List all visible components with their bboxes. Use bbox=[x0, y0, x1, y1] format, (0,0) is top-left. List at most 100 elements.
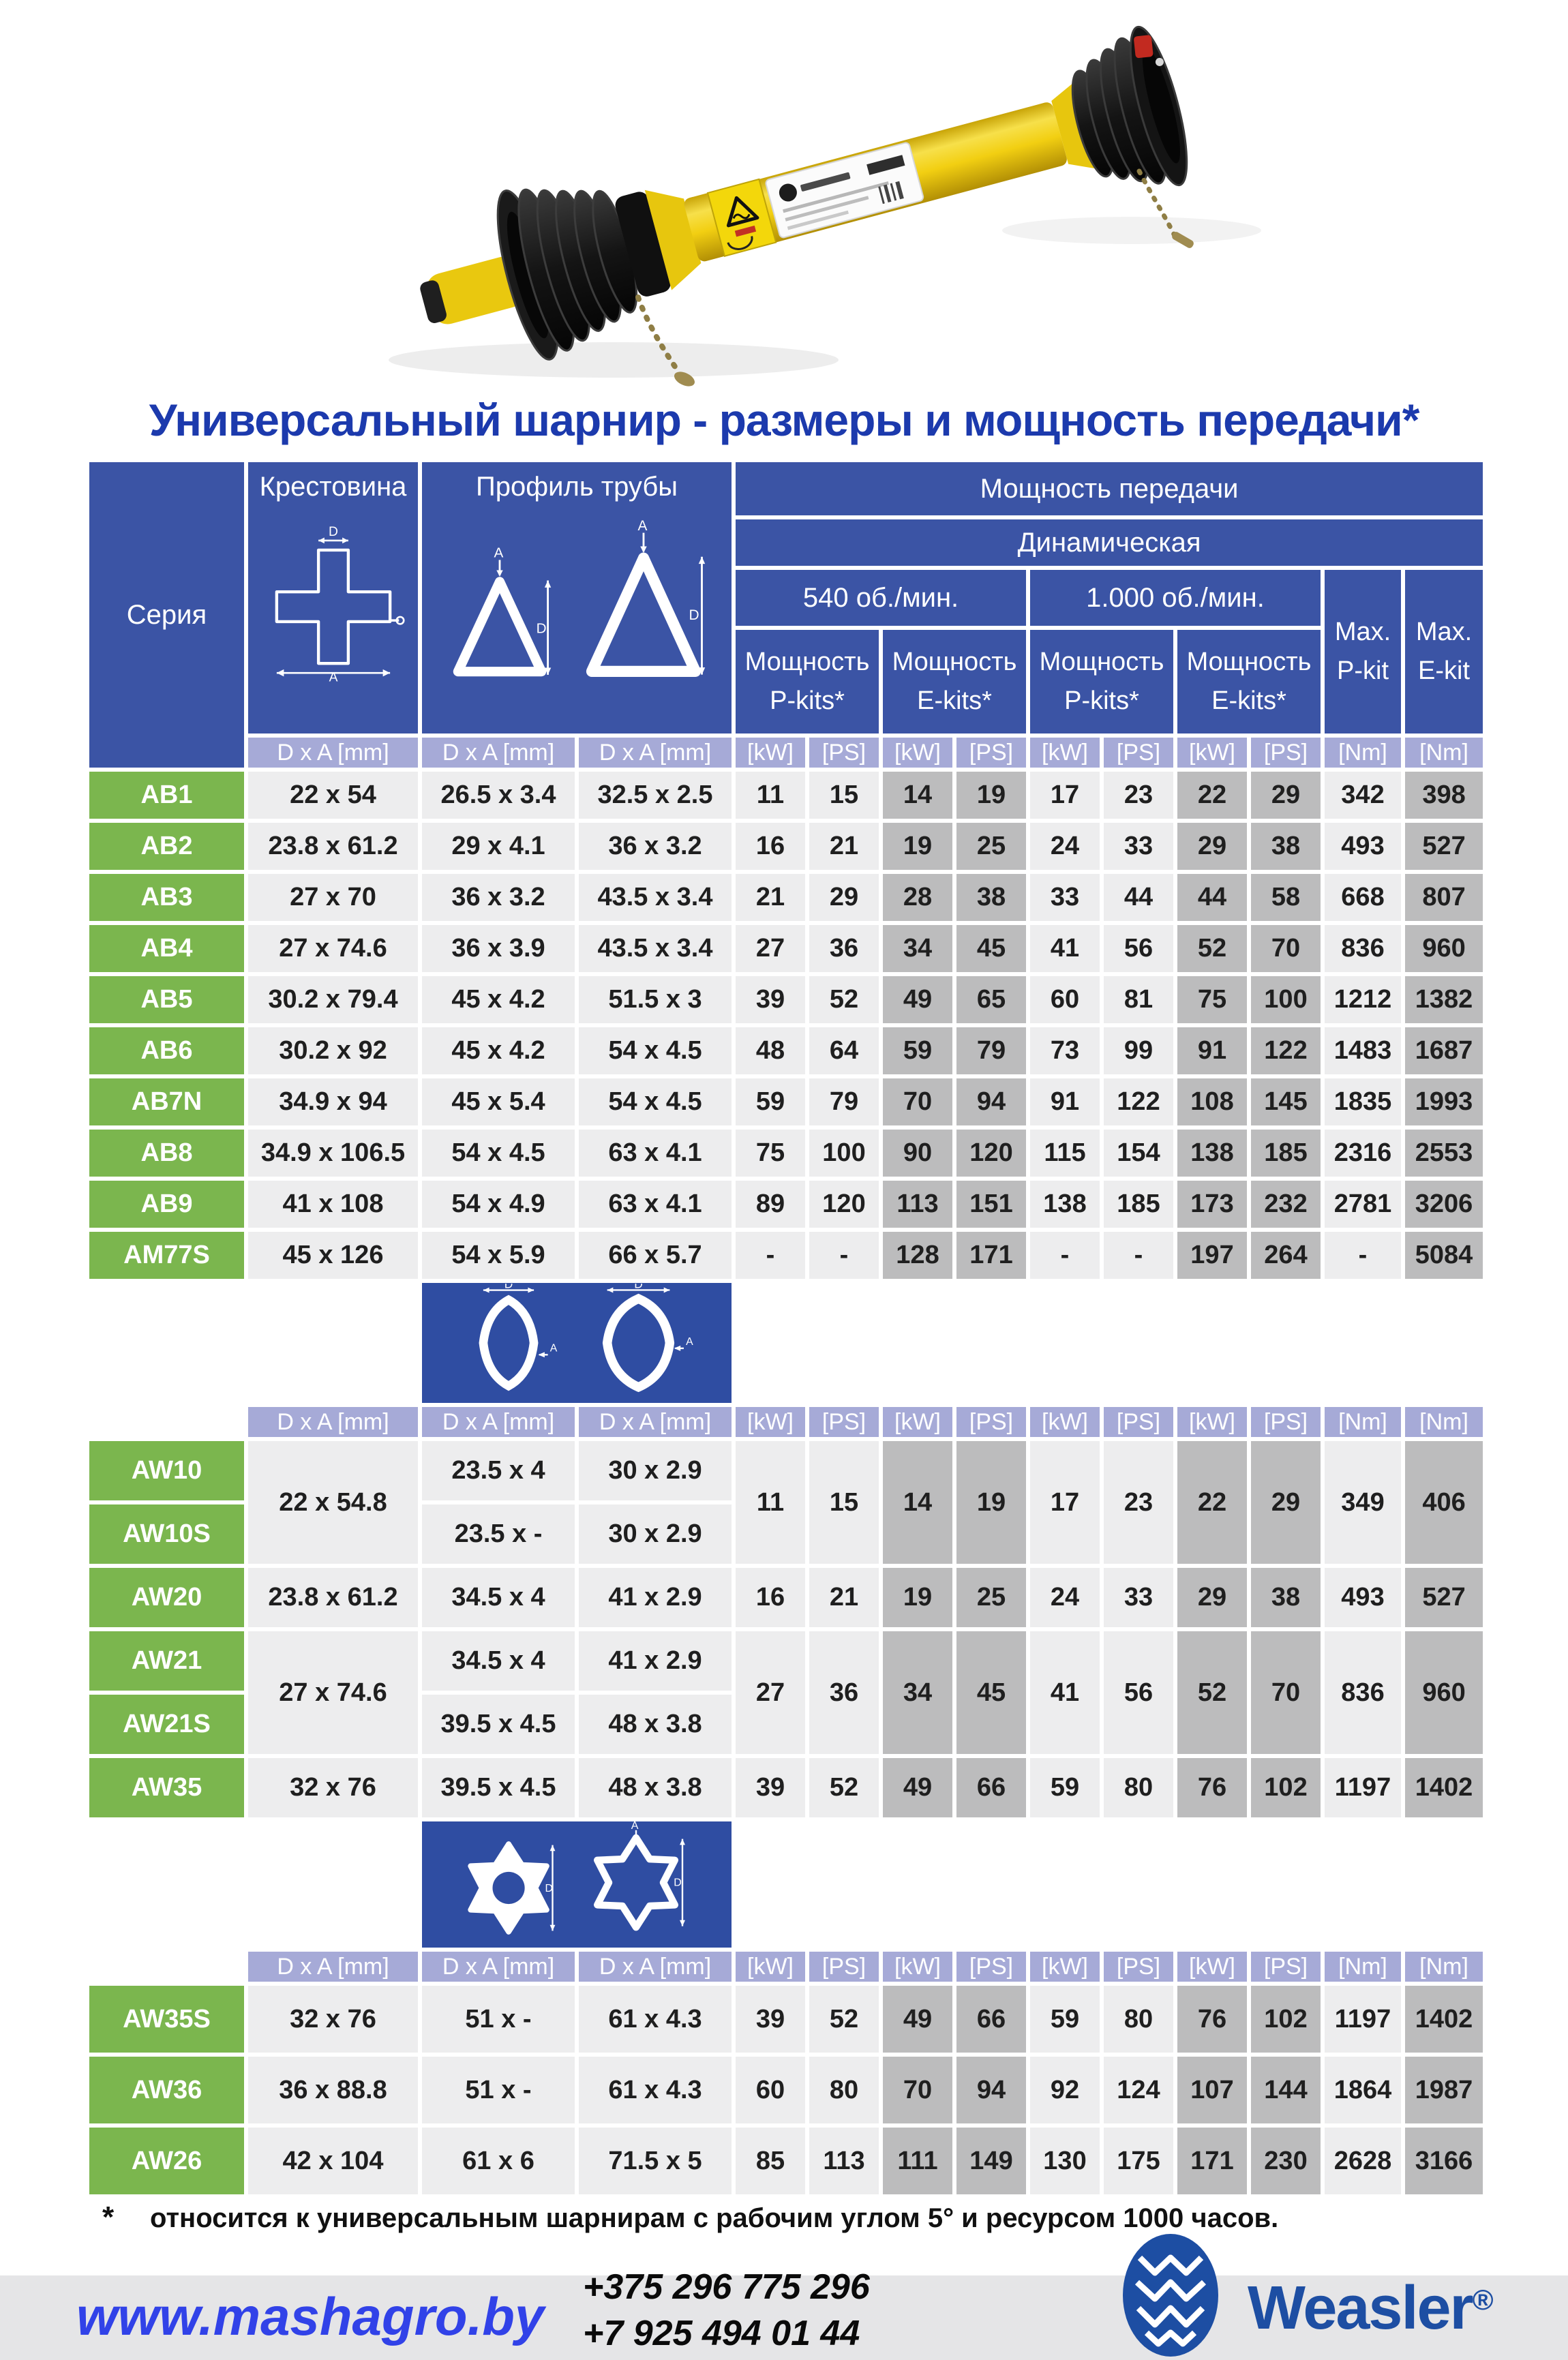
max-p-kit-header: Max. P-kit bbox=[1321, 566, 1405, 738]
value-cell: 171 bbox=[1173, 2123, 1251, 2198]
power-e-kits-540-header: Мощность E-kits* bbox=[879, 626, 1030, 738]
value-cell: 64 bbox=[805, 1023, 883, 1078]
value-cell: 29 bbox=[805, 870, 883, 925]
value-cell: 38 bbox=[1247, 1564, 1325, 1631]
pto-shaft-illustration bbox=[389, 25, 1261, 387]
value-cell: 52 bbox=[805, 972, 883, 1027]
value-cell: 2553 bbox=[1400, 1125, 1488, 1181]
value-cell: 30.2 x 79.4 bbox=[244, 972, 422, 1027]
value-cell: 21 bbox=[805, 1564, 883, 1631]
unit-cell: D x A [mm] bbox=[244, 1403, 422, 1441]
unit-cell: D x A [mm] bbox=[575, 1403, 736, 1441]
series-cell: AB5 bbox=[85, 972, 248, 1027]
unit-cell: [PS] bbox=[805, 1948, 883, 1986]
value-cell: 44 bbox=[1100, 870, 1177, 925]
value-cell: 1864 bbox=[1321, 2053, 1405, 2128]
series-cell: AW21 bbox=[85, 1627, 248, 1695]
unit-cell: D x A [mm] bbox=[418, 1403, 579, 1441]
section-star-divider: D A D D x A [mm] D x A [mm] D x A [mm] [kW]… bbox=[85, 1817, 1488, 1986]
series-cell: AW21S bbox=[85, 1691, 248, 1758]
dynamic-header: Динамическая bbox=[731, 515, 1488, 570]
table-header: Серия Крестовина D A bbox=[85, 458, 1488, 772]
value-cell: 63 x 4.1 bbox=[575, 1177, 736, 1232]
unit-cell: [kW] bbox=[1173, 1948, 1251, 1986]
unit-cell: D x A [mm] bbox=[575, 733, 736, 772]
value-cell: 124 bbox=[1100, 2053, 1177, 2128]
table-row: AB5 30.2 x 79.4 45 x 4.2 51.5 x 3 39 52 49 65 60… bbox=[85, 972, 1488, 1027]
value-cell: 24 bbox=[1026, 819, 1104, 874]
table-row: AW10 22 x 54.8 23.5 x 4 30 x 2.9 11 15 14 19 17 2… bbox=[85, 1437, 1488, 1568]
unit-cell: [Nm] bbox=[1321, 1403, 1405, 1441]
unit-cell: [PS] bbox=[1247, 733, 1325, 772]
value-cell: 73 bbox=[1026, 1023, 1104, 1078]
power-p-kits-1000-header: Мощность P-kits* bbox=[1026, 626, 1177, 738]
value-cell: 342 bbox=[1321, 768, 1405, 823]
value-cell: 41 bbox=[1026, 1627, 1104, 1758]
value-cell: 75 bbox=[1173, 972, 1251, 1027]
unit-cell: [kW] bbox=[1026, 1403, 1104, 1441]
value-cell: 52 bbox=[1173, 1627, 1251, 1758]
table-row: AB1 22 x 54 26.5 x 3.4 32.5 x 2.5 11 15 14 19 17… bbox=[85, 768, 1488, 823]
footnote-text: относится к универсальным шарнирам с раб… bbox=[150, 2203, 1279, 2233]
value-cell: 45 bbox=[952, 921, 1030, 976]
value-cell: 21 bbox=[805, 819, 883, 874]
unit-cell: D x A [mm] bbox=[418, 1948, 579, 1986]
value-cell: 59 bbox=[879, 1023, 956, 1078]
footnote-asterisk: * bbox=[102, 2200, 115, 2234]
value-cell: 960 bbox=[1400, 921, 1488, 976]
value-cell: 30 x 2.9 bbox=[575, 1500, 736, 1568]
value-cell: 1382 bbox=[1400, 972, 1488, 1027]
website-link[interactable]: www.mashagro.by bbox=[76, 2286, 545, 2346]
value-cell: 61 x 4.3 bbox=[575, 2053, 736, 2128]
value-cell: 70 bbox=[879, 1074, 956, 1130]
value-cell: 11 bbox=[732, 768, 809, 823]
unit-cell: [PS] bbox=[805, 1403, 883, 1441]
dim-d-label: D bbox=[689, 607, 699, 623]
power-e-kits-1000-header: Мощность E-kits* bbox=[1173, 626, 1325, 738]
value-cell: 56 bbox=[1100, 1627, 1177, 1758]
value-cell: 32 x 76 bbox=[244, 1982, 422, 2057]
value-cell: 90 bbox=[879, 1125, 956, 1181]
tube-profile-header-label: Профиль трубы bbox=[475, 472, 678, 502]
series-cell: AB3 bbox=[85, 870, 248, 925]
value-cell: - bbox=[1100, 1228, 1177, 1283]
value-cell: 145 bbox=[1247, 1074, 1325, 1130]
value-cell: 100 bbox=[805, 1125, 883, 1181]
value-cell: 51.5 x 3 bbox=[575, 972, 736, 1027]
value-cell: 34.9 x 94 bbox=[244, 1074, 422, 1130]
units-row: D x A [mm] D x A [mm] D x A [mm] [kW] [PS] [k… bbox=[85, 1948, 1488, 1986]
star-profile-outline-icon: A D bbox=[594, 1821, 686, 1931]
value-cell: 23.8 x 61.2 bbox=[244, 1564, 422, 1631]
unit-cell: [kW] bbox=[879, 733, 956, 772]
value-cell: 836 bbox=[1321, 1627, 1405, 1758]
value-cell: 91 bbox=[1173, 1023, 1251, 1078]
value-cell: 85 bbox=[732, 2123, 809, 2198]
value-cell: 398 bbox=[1400, 768, 1488, 823]
value-cell: 151 bbox=[952, 1177, 1030, 1232]
value-cell: 122 bbox=[1100, 1074, 1177, 1130]
value-cell: 14 bbox=[879, 768, 956, 823]
table-row: AW35S 32 x 76 51 x -61 x 4.3 39 52 49 66 59 80 76… bbox=[85, 1982, 1488, 2057]
lemon-profile-large-icon: D A bbox=[602, 1285, 693, 1392]
value-cell: 45 bbox=[952, 1627, 1030, 1758]
safety-chain-right bbox=[1136, 168, 1178, 240]
value-cell: 45 x 126 bbox=[244, 1228, 422, 1283]
value-cell: 185 bbox=[1100, 1177, 1177, 1232]
value-cell: 23.8 x 61.2 bbox=[244, 819, 422, 874]
value-cell: 102 bbox=[1247, 1982, 1325, 2057]
value-cell: 2316 bbox=[1321, 1125, 1405, 1181]
value-cell: 23 bbox=[1100, 768, 1177, 823]
value-cell: 11 bbox=[732, 1437, 809, 1568]
value-cell: 128 bbox=[879, 1228, 956, 1283]
value-cell: - bbox=[1321, 1228, 1405, 1283]
value-cell: 39.5 x 4.5 bbox=[418, 1691, 579, 1758]
unit-cell: [Nm] bbox=[1321, 733, 1405, 772]
value-cell: 61 x 4.3 bbox=[575, 1982, 736, 2057]
dim-a-label: A bbox=[631, 1821, 639, 1832]
value-cell: 29 bbox=[1173, 1564, 1251, 1631]
unit-cell: [Nm] bbox=[1400, 1948, 1488, 1986]
max-e-kit-header: Max. E-kit bbox=[1400, 566, 1488, 738]
value-cell: 76 bbox=[1173, 1754, 1251, 1821]
value-cell: 76 bbox=[1173, 1982, 1251, 2057]
value-cell: 54 x 4.5 bbox=[575, 1023, 736, 1078]
